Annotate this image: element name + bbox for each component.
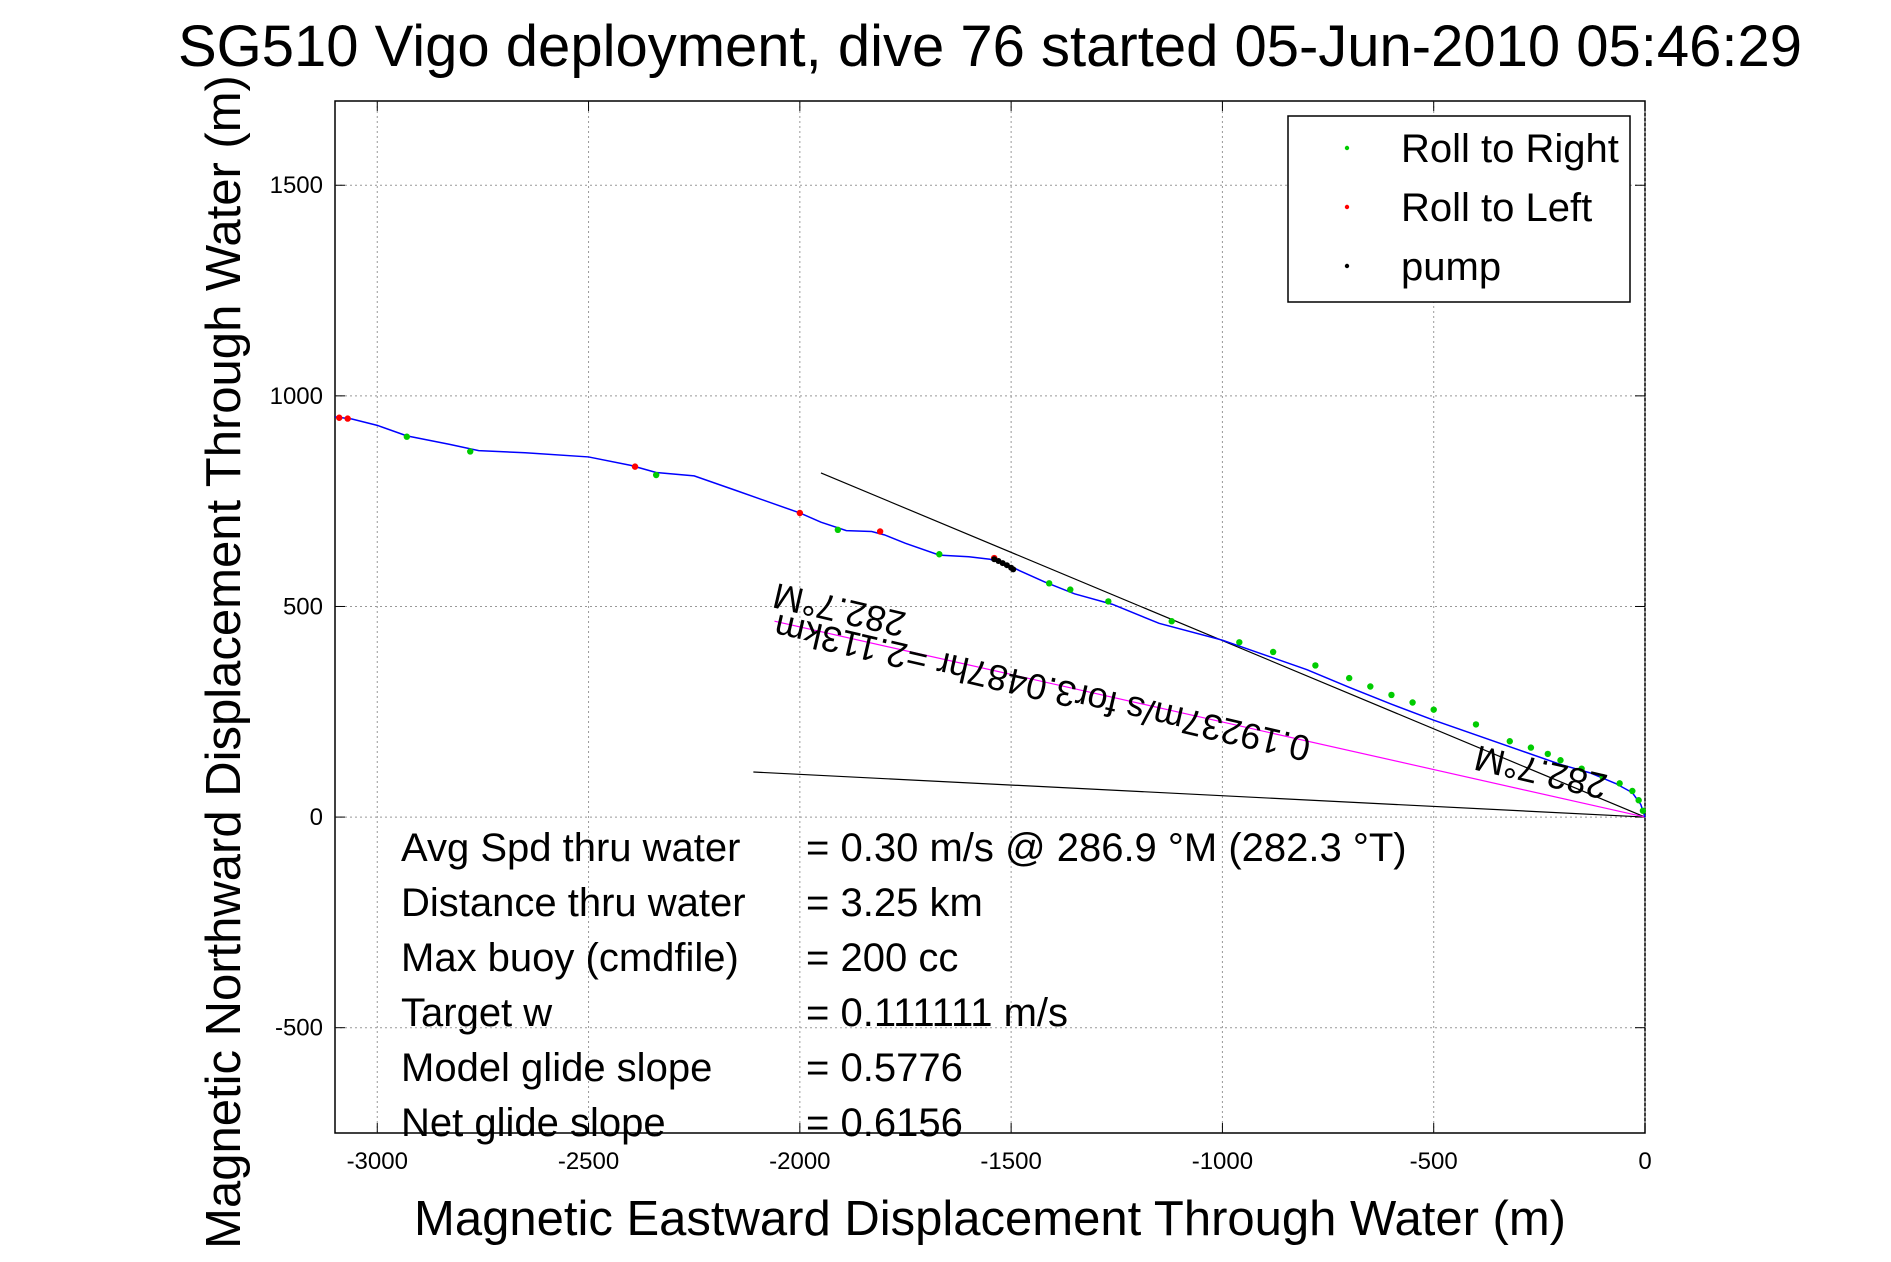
roll-right-marker: [1635, 797, 1642, 804]
roll-right-marker: [1629, 787, 1636, 795]
x-tick-label: -1500: [980, 1148, 1041, 1175]
roll-right-marker: [467, 448, 474, 455]
roll-right-marker: [834, 526, 842, 534]
reference-line: [753, 771, 1646, 818]
roll-right-marker: [1639, 807, 1647, 814]
roll-right-marker: [1544, 750, 1552, 758]
legend-label: pump: [1401, 245, 1501, 289]
y-tick-label: 500: [283, 593, 323, 620]
roll-right-marker: [1578, 765, 1585, 772]
roll-right-marker: [1506, 738, 1513, 745]
roll-right-marker: [1388, 691, 1395, 699]
legend-label: Roll to Right: [1401, 127, 1619, 171]
stat-value: = 200 cc: [806, 936, 958, 980]
chart-title: SG510 Vigo deployment, dive 76 started 0…: [178, 14, 1802, 79]
roll-right-marker: [1312, 662, 1319, 669]
roll-right-marker: [403, 433, 411, 440]
roll-right-marker: [1527, 744, 1535, 751]
roll-right-marker: [1345, 674, 1353, 682]
x-tick-label: 0: [1638, 1148, 1651, 1175]
legend: Roll to Right Roll to Left pump: [1287, 115, 1631, 303]
stat-label: Distance thru water: [401, 881, 746, 925]
roll-right-marker: [1409, 699, 1416, 706]
roll-left-marker: [631, 463, 639, 470]
roll-right-marker: [936, 551, 943, 558]
stat-value: = 0.5776: [806, 1046, 963, 1090]
legend-marker: [1344, 145, 1350, 151]
legend-box: [1287, 115, 1631, 303]
x-tick-label: -3000: [347, 1148, 408, 1175]
reference-lines: [753, 472, 1646, 818]
roll-right-marker: [1367, 683, 1374, 690]
stat-label: Target w: [401, 991, 552, 1035]
stat-value: = 0.6156: [806, 1101, 963, 1145]
y-tick-label: -500: [275, 1015, 323, 1042]
roll-left-marker: [796, 509, 804, 517]
legend-marker: [1344, 204, 1350, 210]
roll-right-marker: [1599, 773, 1606, 781]
track-line: [334, 416, 1646, 818]
roll-right-marker: [652, 471, 660, 479]
legend-marker: [1344, 263, 1350, 269]
roll-right-marker: [1430, 706, 1437, 713]
legend-label: Roll to Left: [1401, 186, 1592, 230]
stat-value: = 0.30 m/s @ 286.9 °M (282.3 °T): [806, 826, 1407, 870]
stat-label: Net glide slope: [401, 1101, 666, 1145]
stat-value: = 3.25 km: [806, 881, 983, 925]
roll-right-marker: [1067, 586, 1074, 593]
reference-line: [774, 620, 1646, 818]
roll-right-marker: [1472, 721, 1480, 728]
roll-markers: [336, 414, 1647, 814]
pump-marker: [1010, 566, 1017, 573]
roll-right-marker: [1616, 780, 1623, 787]
grid: [335, 101, 1646, 1133]
stat-label: Model glide slope: [401, 1046, 712, 1090]
y-tick-label: 0: [310, 804, 323, 831]
roll-right-marker: [1269, 648, 1277, 656]
roll-left-marker: [344, 415, 351, 422]
y-tick-label: 1500: [270, 172, 323, 199]
stat-label: Avg Spd thru water: [401, 826, 740, 870]
axis-ticks: -3000 -2500 -2000 -1500 -1000 -500 0 -500 0 500 10…: [270, 101, 1652, 1175]
roll-right-marker: [1105, 598, 1112, 605]
roll-left-marker: [876, 528, 884, 535]
stat-value: = 0.111111 m/s: [806, 991, 1068, 1035]
x-tick-label: -1000: [1192, 1148, 1253, 1175]
roll-right-marker: [1045, 580, 1053, 587]
roll-right-marker: [1168, 618, 1175, 625]
x-tick-label: -2500: [558, 1148, 619, 1175]
stat-label: Max buoy (cmdfile): [401, 936, 739, 980]
y-axis-label: Magnetic Northward Displacement Through …: [197, 75, 251, 1249]
x-axis-label: Magnetic Eastward Displacement Through W…: [414, 1192, 1566, 1246]
roll-left-marker: [336, 414, 343, 421]
x-tick-label: -2000: [769, 1148, 830, 1175]
y-tick-label: 1000: [270, 383, 323, 410]
roll-right-marker: [1236, 639, 1243, 646]
stats-block: Avg Spd thru water = 0.30 m/s @ 286.9 °M …: [401, 826, 1407, 1145]
reference-line: [820, 472, 1646, 818]
x-tick-label: -500: [1410, 1148, 1458, 1175]
roll-right-marker: [1557, 757, 1564, 764]
